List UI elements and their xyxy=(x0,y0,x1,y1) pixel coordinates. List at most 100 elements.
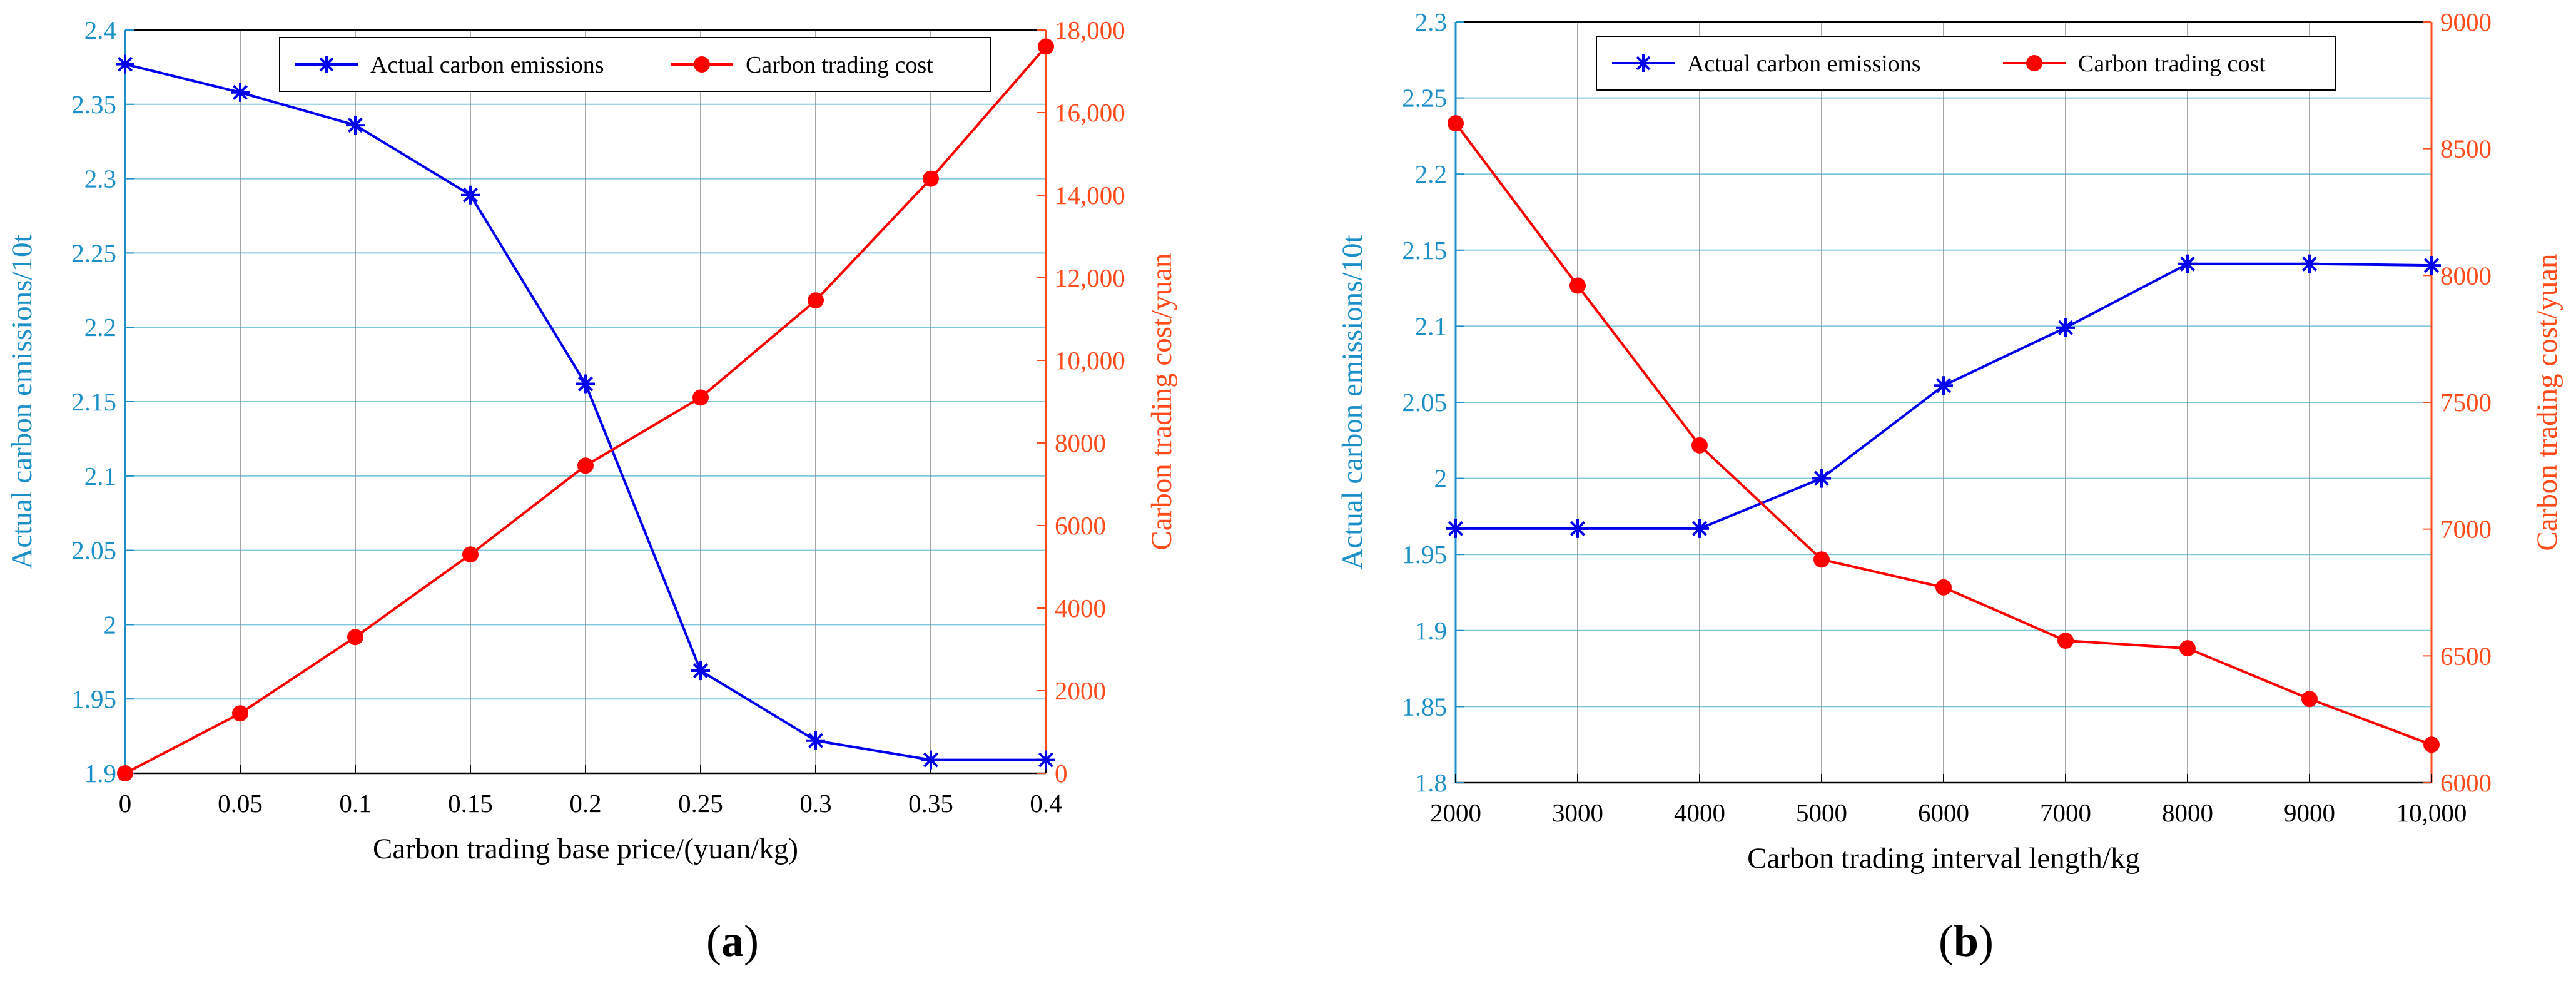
panel-label: (a) xyxy=(706,916,759,966)
legend-label-cost: Carbon trading cost xyxy=(746,52,933,78)
x-tick-label: 0.35 xyxy=(908,789,953,818)
cost-point xyxy=(1448,115,1464,132)
panel-label-close: ) xyxy=(744,916,759,966)
right-y-axis-label: Carbon trading cost/yuan xyxy=(1145,253,1178,550)
emission-point xyxy=(231,83,250,102)
x-axis-label: Carbon trading base price/(yuan/kg) xyxy=(373,833,798,865)
cost-point xyxy=(923,170,939,187)
right-y-tick-label: 7000 xyxy=(2440,515,2492,544)
emission-point xyxy=(2422,256,2441,275)
legend-box xyxy=(1596,36,2336,91)
x-tick-label: 3000 xyxy=(1552,798,1603,827)
right-y-tick-label: 6000 xyxy=(1055,511,1106,540)
left-y-tick-label: 2.2 xyxy=(84,313,116,342)
x-tick-label: 7000 xyxy=(2040,798,2091,827)
right-y-axis-label: Carbon trading cost/yuan xyxy=(2531,253,2563,551)
left-y-tick-label: 2.05 xyxy=(71,536,116,565)
emission-point xyxy=(461,185,480,205)
cost-point xyxy=(1691,437,1708,454)
emission-point xyxy=(1037,750,1055,770)
left-y-tick-label: 2.2 xyxy=(1415,160,1447,188)
legend-circle-icon xyxy=(694,56,710,73)
left-y-tick-label: 1.95 xyxy=(71,684,116,713)
legend-label-emissions: Actual carbon emissions xyxy=(1687,51,1921,77)
legend-box xyxy=(279,37,991,92)
right-y-tick-label: 6500 xyxy=(2440,641,2492,670)
panel-label-close: ) xyxy=(1979,916,1994,966)
right-y-tick-label: 16,000 xyxy=(1055,98,1125,127)
x-tick-label: 6000 xyxy=(1918,798,1969,827)
chart-panel-b: 2000 3000 4000 5000 6000 7000 8000 9000 10,000 1.… xyxy=(1336,8,2563,966)
x-tick-label: 10,000 xyxy=(2396,798,2467,827)
left-y-tick-label: 2.25 xyxy=(1402,84,1447,113)
panel-label-open: ( xyxy=(1939,916,1954,966)
left-y-tick-label: 2.15 xyxy=(1402,236,1447,265)
cost-point xyxy=(2423,736,2440,753)
chart-panel-a: 0 0.05 0.1 0.15 0.2 0.25 0.3 0.35 0.4 1.9 1.95 2 2.0… xyxy=(6,16,1178,966)
left-y-tick-label: 2.3 xyxy=(1415,8,1447,36)
x-tick-label: 5000 xyxy=(1796,798,1847,827)
cost-point xyxy=(347,629,363,646)
cost-point xyxy=(117,765,133,781)
x-tick-label: 9000 xyxy=(2284,798,2335,827)
left-y-tick-label: 1.95 xyxy=(1402,540,1447,569)
legend-asterisk-icon xyxy=(1636,56,1651,71)
cost-point xyxy=(1569,277,1586,294)
cost-point xyxy=(462,546,479,563)
left-y-tick-label: 2.15 xyxy=(71,387,116,416)
emission-point xyxy=(1812,469,1831,488)
right-y-tick-label: 12,000 xyxy=(1055,263,1125,292)
left-y-tick-label: 2.1 xyxy=(1415,312,1447,340)
cost-point xyxy=(1935,579,1952,596)
x-tick-label: 0.05 xyxy=(218,789,263,818)
cost-point xyxy=(1038,38,1054,55)
panel-label-letter: a xyxy=(721,916,744,966)
left-y-tick-label: 1.9 xyxy=(84,759,116,788)
legend-asterisk-icon xyxy=(319,57,334,72)
right-y-tick-label: 8000 xyxy=(2440,261,2492,290)
right-y-tick-label: 8500 xyxy=(2440,135,2492,163)
left-y-tick-label: 2 xyxy=(1434,464,1448,493)
cost-point xyxy=(2057,633,2074,649)
emission-point xyxy=(921,750,940,770)
left-y-tick-label: 1.8 xyxy=(1415,768,1447,797)
left-y-tick-label: 2.3 xyxy=(84,165,116,193)
cost-point xyxy=(692,389,709,406)
emission-point xyxy=(576,374,595,394)
emission-point xyxy=(1690,519,1709,538)
cost-point xyxy=(1813,551,1830,568)
left-y-tick-label: 2.25 xyxy=(71,238,116,267)
legend-circle-icon xyxy=(2026,55,2042,71)
x-tick-label: 0 xyxy=(119,789,132,818)
right-y-tick-label: 4000 xyxy=(1055,594,1106,623)
x-tick-label: 0.3 xyxy=(799,789,831,818)
right-y-tick-label: 14,000 xyxy=(1055,181,1125,210)
panel-label-open: ( xyxy=(706,916,721,966)
right-y-tick-label: 7500 xyxy=(2440,388,2492,417)
x-tick-label: 0.15 xyxy=(448,789,493,818)
emission-point xyxy=(2056,318,2075,337)
panel-label-letter: b xyxy=(1954,916,1979,966)
cost-point xyxy=(808,292,824,309)
panel-label: (b) xyxy=(1939,916,1994,966)
legend-label-cost: Carbon trading cost xyxy=(2078,51,2266,77)
left-y-tick-label: 2.4 xyxy=(84,16,116,44)
left-y-axis-label: Actual carbon emissions/10t xyxy=(6,234,38,569)
legend: Actual carbon emissions Carbon trading co… xyxy=(1596,36,2336,91)
right-y-tick-label: 9000 xyxy=(2440,8,2492,36)
emission-point xyxy=(2300,254,2319,273)
emission-point xyxy=(1446,519,1465,538)
right-y-tick-label: 10,000 xyxy=(1055,346,1125,375)
x-tick-label: 0.2 xyxy=(569,789,601,818)
cost-point xyxy=(2301,691,2318,708)
right-y-tick-label: 0 xyxy=(1055,759,1068,788)
left-y-tick-label: 2 xyxy=(104,610,117,639)
left-y-tick-label: 2.35 xyxy=(71,90,116,119)
x-tick-label: 0.4 xyxy=(1030,789,1062,818)
emission-point xyxy=(346,116,365,135)
right-y-tick-label: 2000 xyxy=(1055,676,1106,705)
right-y-tick-label: 8000 xyxy=(1055,429,1106,457)
right-y-tick-label: 18,000 xyxy=(1055,16,1125,44)
left-y-tick-label: 2.1 xyxy=(84,462,116,490)
